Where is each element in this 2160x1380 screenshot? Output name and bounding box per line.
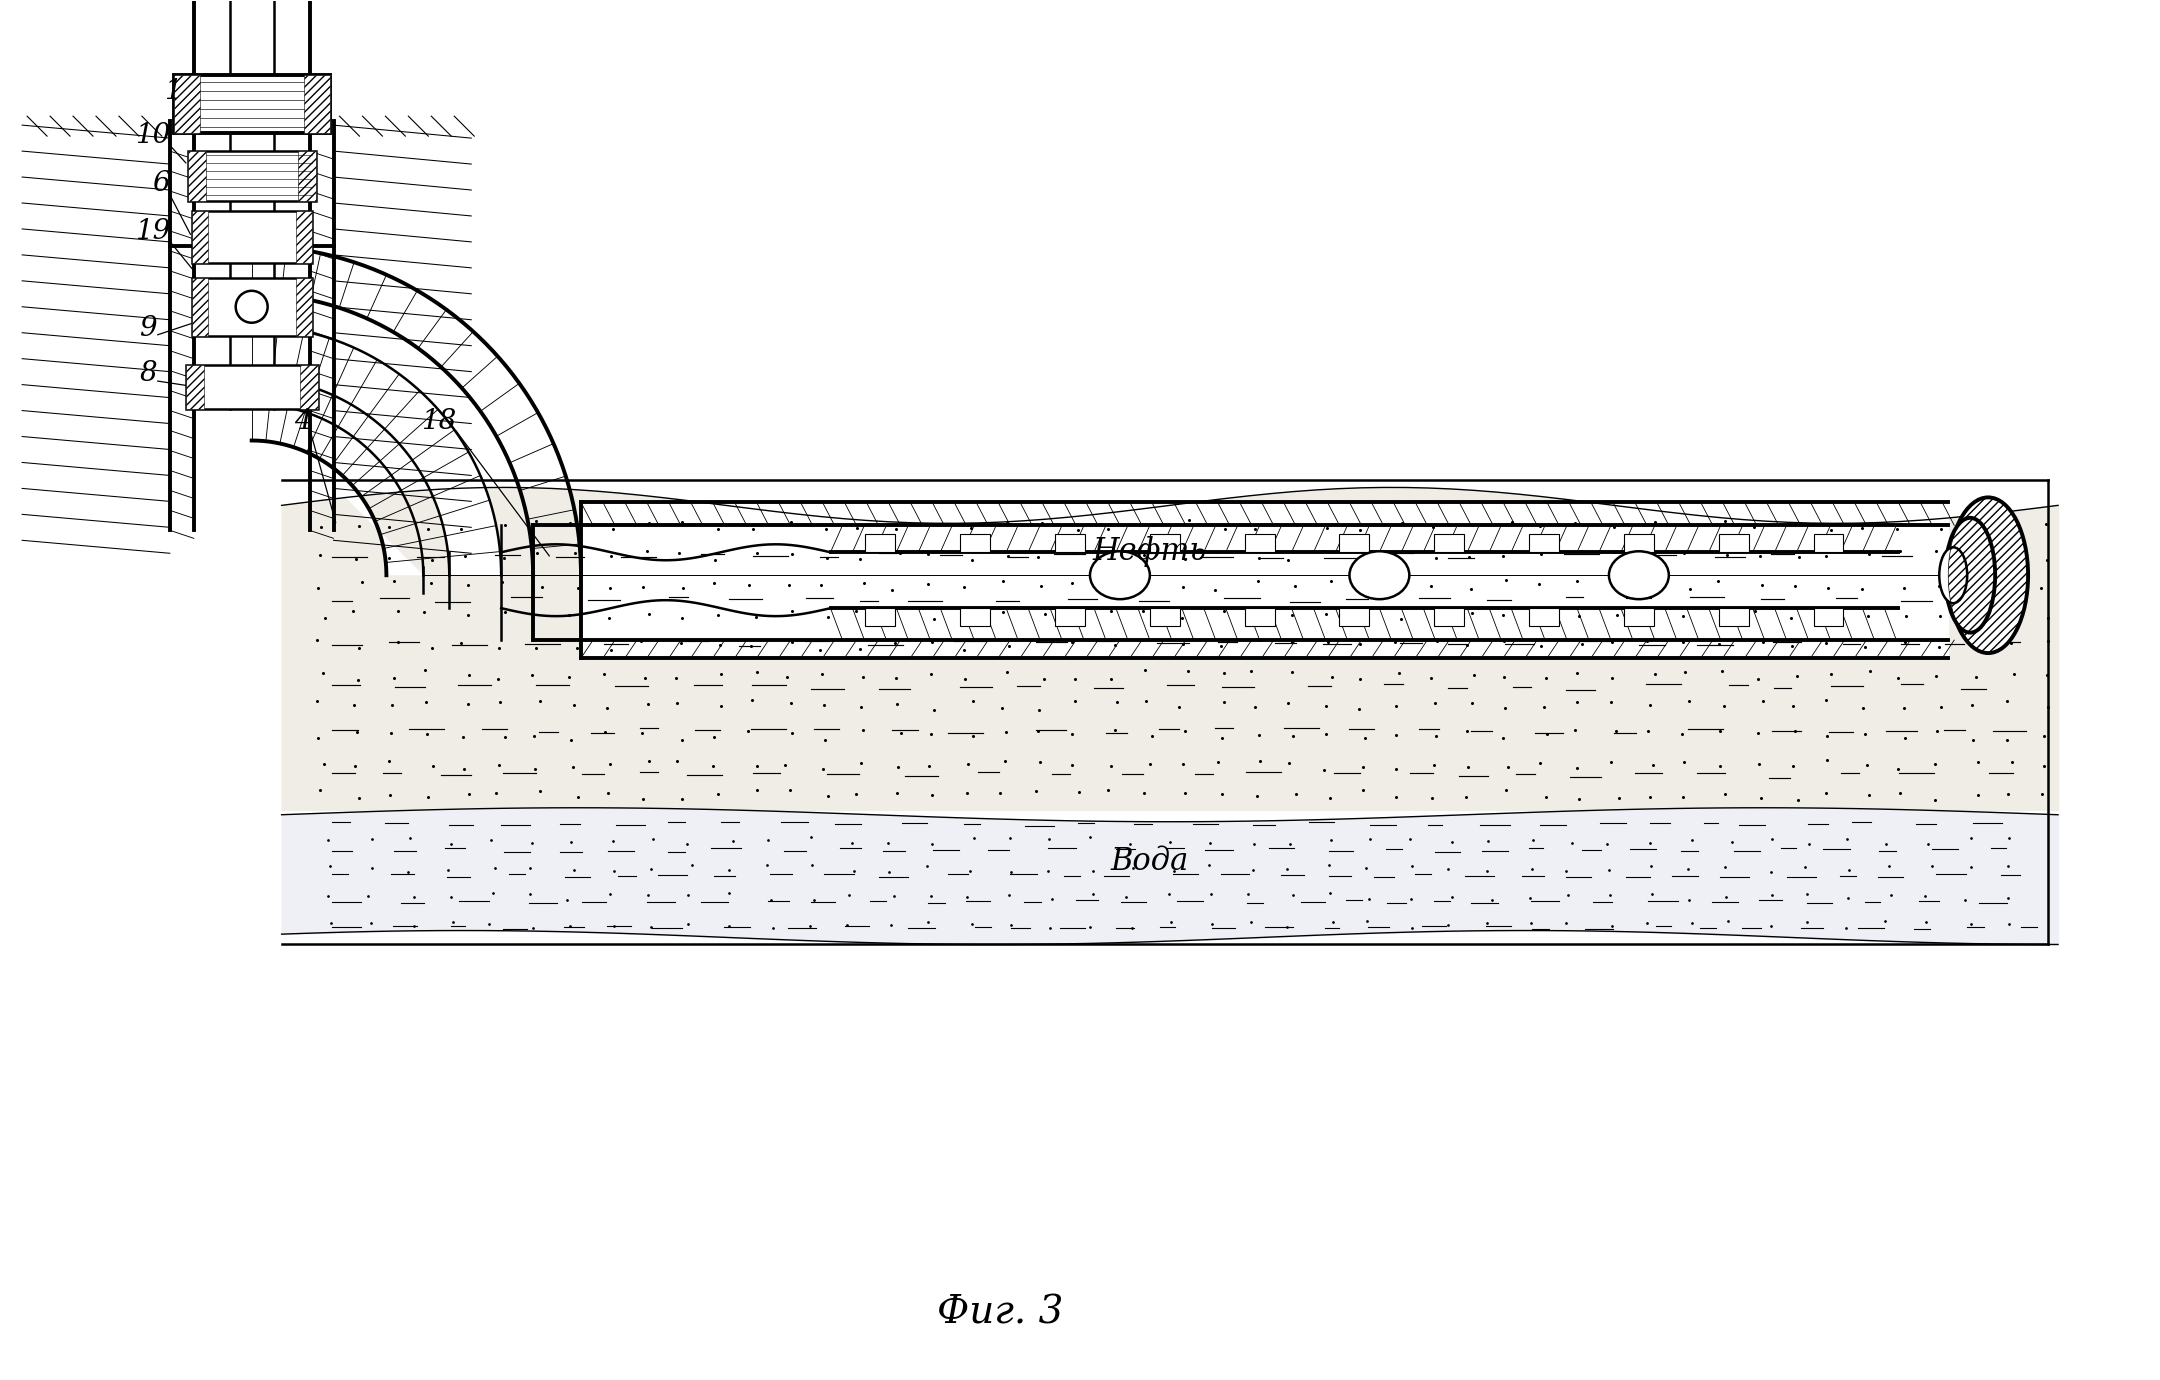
Bar [1339, 609, 1369, 627]
Text: 8: 8 [138, 360, 158, 386]
Ellipse shape [1946, 518, 1996, 632]
Bar [192, 211, 207, 262]
Bar [1624, 609, 1655, 627]
Bar [186, 364, 203, 408]
Bar [961, 609, 989, 627]
Ellipse shape [1609, 551, 1670, 599]
Text: Вода: Вода [1110, 846, 1188, 876]
Bar [1054, 534, 1084, 552]
Bar [1149, 609, 1179, 627]
Bar [192, 277, 207, 335]
Text: 18: 18 [421, 407, 456, 435]
Bar [1149, 534, 1179, 552]
Text: 6: 6 [151, 170, 171, 197]
Bar [192, 277, 311, 335]
Bar [192, 211, 311, 262]
Circle shape [235, 291, 268, 323]
Polygon shape [253, 326, 501, 575]
Bar [1719, 609, 1750, 627]
Ellipse shape [1350, 551, 1408, 599]
Bar [1054, 609, 1084, 627]
Bar [186, 364, 318, 408]
Bar [1434, 534, 1464, 552]
Bar [1434, 609, 1464, 627]
Bar [1339, 534, 1369, 552]
Bar [300, 364, 318, 408]
Bar [1529, 609, 1560, 627]
Bar [961, 534, 989, 552]
Text: 10: 10 [134, 121, 171, 149]
Bar [298, 150, 315, 201]
Bar [173, 76, 330, 132]
Bar [1529, 534, 1560, 552]
Bar [188, 150, 205, 201]
Text: 9: 9 [138, 315, 158, 342]
Bar [1719, 534, 1750, 552]
Text: Нефть: Нефть [1093, 537, 1207, 567]
Polygon shape [253, 403, 423, 575]
Bar [1814, 609, 1842, 627]
Bar [1624, 534, 1655, 552]
Text: 1: 1 [164, 79, 181, 105]
Bar [296, 211, 311, 262]
Bar [866, 534, 896, 552]
Bar [188, 150, 315, 201]
Bar [296, 277, 311, 335]
Bar [1244, 534, 1274, 552]
Bar [1814, 534, 1842, 552]
Text: Фиг. 3: Фиг. 3 [937, 1294, 1063, 1332]
Bar [1244, 609, 1274, 627]
Ellipse shape [1091, 551, 1149, 599]
Bar [305, 76, 330, 132]
Text: 19: 19 [134, 218, 171, 244]
Ellipse shape [1948, 497, 2028, 653]
Bar [173, 76, 199, 132]
Bar [866, 609, 896, 627]
Ellipse shape [1940, 548, 1968, 603]
Text: 4: 4 [294, 407, 311, 435]
